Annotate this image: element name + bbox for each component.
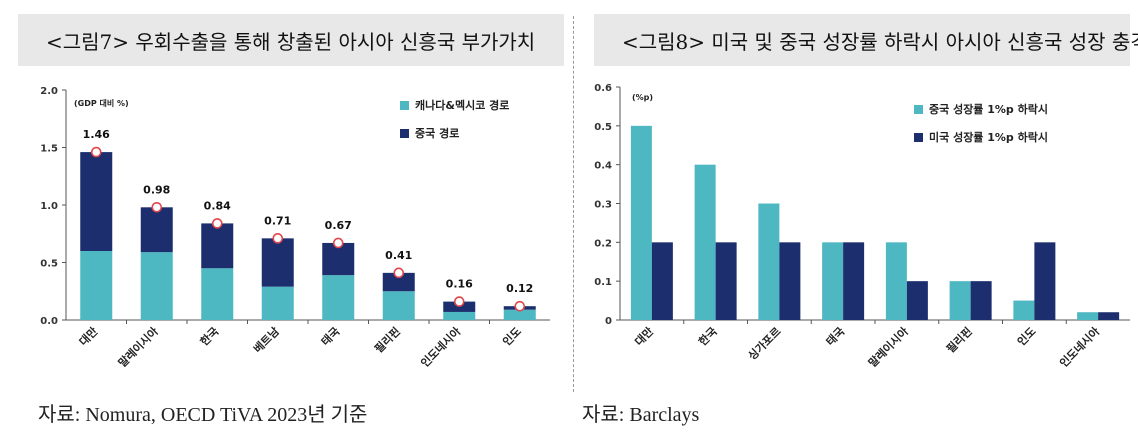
left-chart-total-label: 0.67 bbox=[325, 219, 352, 232]
left-chart-bar-segment bbox=[443, 311, 476, 320]
right-chart-bar bbox=[949, 281, 971, 320]
left-chart-y-tick-label: 0.0 bbox=[40, 316, 58, 327]
right-chart-bar bbox=[1013, 300, 1035, 320]
right-chart-category-label: 말레이시아 bbox=[865, 324, 911, 370]
left-chart-title: <그림7> 우회수출을 통해 창출된 아시아 신흥국 부가가치 bbox=[46, 30, 536, 54]
left-chart-total-label: 0.12 bbox=[506, 282, 533, 295]
right-chart-bar bbox=[1098, 312, 1120, 320]
left-chart-legend-label: 중국 경로 bbox=[415, 126, 459, 140]
left-chart-total-marker bbox=[211, 218, 223, 229]
right-chart-category-label: 인도네시아 bbox=[1057, 324, 1103, 370]
right-chart-category-label: 인도 bbox=[1014, 324, 1038, 348]
left-chart-unit-label: (GDP 대비 %) bbox=[74, 98, 129, 108]
right-chart-legend-label: 미국 성장률 1%p 하락시 bbox=[929, 130, 1048, 144]
right-chart-bar bbox=[843, 242, 865, 320]
panel-divider bbox=[573, 16, 574, 392]
right-chart-category-label: 한국 bbox=[696, 324, 720, 348]
left-chart-panel: <그림7> 우회수출을 통해 창출된 아시아 신흥국 부가가치 0.0 0.5 1.… bbox=[0, 0, 572, 392]
left-chart-title-bar: <그림7> 우회수출을 통해 창출된 아시아 신흥국 부가가치 bbox=[18, 14, 564, 66]
right-chart-y-tick-label: 0 bbox=[605, 316, 612, 327]
left-chart-total-label: 0.98 bbox=[143, 183, 170, 196]
left-chart-y-tick-label: 1.0 bbox=[40, 201, 58, 212]
left-source-note: 자료: Nomura, OECD TiVA 2023년 기준 bbox=[38, 404, 368, 426]
left-chart-bar-segment bbox=[382, 272, 415, 292]
right-chart-bar bbox=[970, 281, 992, 320]
left-chart-total-label: 1.46 bbox=[83, 128, 110, 141]
right-chart-y-tick-label: 0.3 bbox=[594, 200, 612, 211]
left-chart-bar-segment bbox=[201, 223, 234, 269]
left-chart-total-marker bbox=[332, 237, 344, 249]
right-chart-category-label: 태국 bbox=[823, 324, 847, 348]
left-chart-total-marker bbox=[151, 202, 163, 213]
left-chart-bar-segment bbox=[503, 309, 536, 320]
left-chart-bar-segment bbox=[140, 207, 173, 253]
right-chart-panel: <그림8> 미국 및 중국 성장률 하락시 아시아 신흥국 성장 충격 0 0.1… bbox=[576, 0, 1138, 392]
left-chart-total-marker bbox=[453, 296, 465, 307]
left-chart-total-label: 0.71 bbox=[264, 214, 291, 227]
right-chart-legend-swatch bbox=[914, 133, 923, 142]
right-chart-y-tick-label: 0.1 bbox=[594, 277, 612, 288]
left-chart-category-label: 인도 bbox=[500, 324, 524, 348]
left-chart-legend-swatch bbox=[400, 129, 409, 138]
left-chart-category-label: 태국 bbox=[318, 324, 342, 348]
right-chart-category-label: 필리핀 bbox=[943, 324, 974, 355]
right-chart-svg: 0 0.1 0.2 0.3 0.4 0.5 0.6 (%p) 대만 한국 싱가포르 태국 말레이시아 필리… bbox=[594, 83, 1130, 370]
left-chart-bar-segment bbox=[322, 275, 355, 320]
left-chart-bar-segment bbox=[382, 291, 415, 320]
right-chart-bar bbox=[1034, 242, 1056, 320]
right-chart-bar bbox=[758, 203, 780, 320]
left-chart-bar-segment bbox=[201, 268, 234, 320]
left-chart-y-tick-label: 2.0 bbox=[40, 86, 58, 97]
left-chart-category-label: 필리핀 bbox=[371, 324, 402, 355]
left-chart-bar-segment bbox=[140, 252, 173, 320]
right-chart-legend-label: 중국 성장률 1%p 하락시 bbox=[929, 102, 1048, 116]
left-chart-category-label: 인도네시아 bbox=[418, 324, 464, 370]
left-chart-y-tick-label: 0.5 bbox=[40, 259, 58, 270]
left-chart-legend-swatch bbox=[400, 101, 409, 110]
left-chart-total-marker bbox=[393, 267, 405, 279]
left-chart-category-label: 대만 bbox=[76, 324, 100, 348]
left-chart-total-marker bbox=[90, 146, 102, 158]
left-chart-bar-segment bbox=[322, 242, 355, 276]
left-chart-total-marker bbox=[272, 233, 284, 244]
left-chart-total-marker bbox=[514, 300, 526, 312]
right-chart-bar bbox=[885, 242, 907, 320]
right-source-note: 자료: Barclays bbox=[582, 404, 700, 426]
right-chart-y-tick-label: 0.6 bbox=[594, 83, 612, 94]
right-chart-title-bar: <그림8> 미국 및 중국 성장률 하락시 아시아 신흥국 성장 충격 bbox=[594, 14, 1138, 66]
left-chart-bar-segment bbox=[80, 152, 113, 251]
left-chart-svg: 0.0 0.5 1.0 1.5 2.0 (GDP 대비 %) 1.46 대만 0.98 말레이시아… bbox=[40, 86, 550, 370]
right-chart-bar bbox=[651, 242, 673, 320]
right-chart-legend-swatch bbox=[914, 105, 923, 114]
left-chart-category-label: 말레이시아 bbox=[115, 324, 161, 370]
left-chart-total-label: 0.84 bbox=[204, 199, 231, 212]
left-chart-category-label: 한국 bbox=[197, 324, 221, 348]
right-chart-y-tick-label: 0.5 bbox=[594, 122, 612, 133]
right-chart-y-tick-label: 0.2 bbox=[594, 238, 612, 249]
right-chart-bar bbox=[715, 242, 737, 320]
right-chart-unit-label: (%p) bbox=[632, 93, 653, 102]
left-chart-bar-segment bbox=[261, 286, 294, 320]
right-chart-bar bbox=[906, 281, 928, 320]
left-chart-y-tick-label: 1.5 bbox=[40, 144, 58, 155]
right-chart-bar bbox=[1077, 312, 1099, 320]
right-chart-bar bbox=[822, 242, 844, 320]
left-chart-bar-segment bbox=[80, 251, 113, 320]
right-chart-y-tick-label: 0.4 bbox=[594, 161, 612, 172]
right-chart-category-label: 싱가포르 bbox=[745, 324, 784, 363]
left-chart-total-label: 0.41 bbox=[385, 249, 412, 262]
right-chart-bar bbox=[694, 164, 716, 320]
left-chart-category-label: 베트남 bbox=[250, 324, 281, 355]
right-chart-category-label: 대만 bbox=[632, 324, 656, 348]
left-chart-bar-segment bbox=[261, 238, 294, 287]
left-chart-total-label: 0.16 bbox=[446, 278, 473, 291]
right-chart-title: <그림8> 미국 및 중국 성장률 하락시 아시아 신흥국 성장 충격 bbox=[622, 30, 1138, 54]
right-chart-bar bbox=[779, 242, 801, 320]
right-chart-bar bbox=[630, 125, 652, 320]
left-chart-legend-label: 캐나다&멕시코 경로 bbox=[415, 98, 509, 112]
